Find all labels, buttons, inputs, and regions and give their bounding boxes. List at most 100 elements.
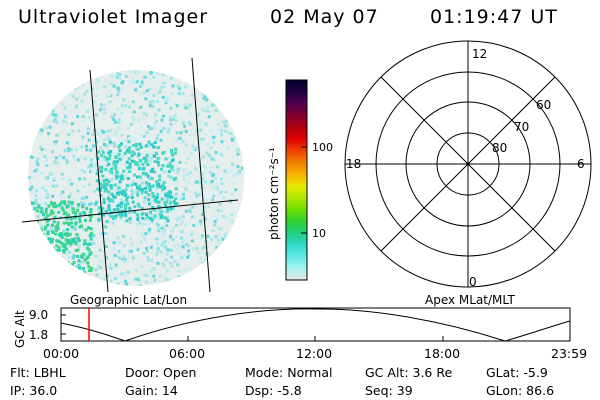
status-door: Door: Open xyxy=(125,365,197,380)
earth-speckle xyxy=(94,94,98,98)
earth-speckle xyxy=(227,241,231,245)
earth-speckle xyxy=(236,165,240,169)
earth-speckle xyxy=(151,167,155,171)
earth-speckle xyxy=(78,217,82,221)
earth-speckle xyxy=(80,168,84,172)
earth-speckle xyxy=(242,111,244,115)
earth-speckle xyxy=(134,142,138,146)
meridian-line-2 xyxy=(191,57,211,293)
earth-speckle xyxy=(226,177,230,181)
earth-speckle xyxy=(189,151,193,155)
earth-speckle xyxy=(179,197,183,201)
earth-speckle xyxy=(143,237,147,241)
earth-speckle xyxy=(180,281,184,285)
earth-speckle xyxy=(165,252,169,256)
earth-speckle xyxy=(74,222,78,226)
earth-speckle xyxy=(167,194,170,198)
earth-speckle xyxy=(220,182,224,186)
earth-speckle xyxy=(136,163,140,167)
earth-speckle xyxy=(169,201,173,205)
earth-speckle xyxy=(159,129,163,133)
earth-speckle xyxy=(118,209,122,213)
earth-speckle xyxy=(46,232,50,236)
earth-speckle xyxy=(42,213,45,217)
earth-speckle xyxy=(212,111,216,114)
earth-speckle xyxy=(118,241,122,245)
earth-speckle xyxy=(91,169,95,173)
earth-speckle xyxy=(44,148,48,152)
earth-speckle xyxy=(219,73,222,76)
earth-speckle xyxy=(70,122,74,126)
earth-speckle xyxy=(126,164,130,168)
earth-speckle xyxy=(242,218,244,222)
earth-speckle xyxy=(28,212,32,216)
earth-speckle xyxy=(154,187,158,191)
earth-speckle xyxy=(124,105,128,109)
earth-speckle xyxy=(55,228,58,232)
earth-speckle xyxy=(50,240,54,244)
earth-speckle xyxy=(199,219,203,223)
earth-speckle xyxy=(173,114,177,118)
earth-speckle xyxy=(124,74,128,78)
earth-speckle xyxy=(200,234,204,238)
earth-speckle xyxy=(105,178,109,182)
earth-speckle xyxy=(32,244,36,248)
earth-speckle xyxy=(111,178,115,182)
earth-speckle xyxy=(223,232,227,236)
earth-speckle xyxy=(179,131,183,135)
earth-speckle xyxy=(233,256,237,260)
earth-speckle xyxy=(62,248,65,252)
earth-speckle xyxy=(88,253,92,257)
earth-speckle xyxy=(178,136,182,140)
earth-speckle xyxy=(216,75,220,78)
earth-speckle xyxy=(229,70,232,74)
earth-speckle xyxy=(127,177,130,180)
earth-speckle xyxy=(164,157,168,161)
earth-speckle xyxy=(187,253,191,257)
earth-speckle xyxy=(72,154,76,158)
earth-speckle xyxy=(132,110,136,114)
earth-speckle xyxy=(37,261,41,265)
earth-speckle xyxy=(128,220,132,224)
earth-speckle xyxy=(51,249,55,253)
earth-speckle xyxy=(202,96,206,100)
earth-speckle xyxy=(157,91,161,95)
earth-speckle xyxy=(94,202,98,206)
earth-speckle xyxy=(45,91,49,95)
earth-speckle xyxy=(210,237,214,241)
earth-speckle xyxy=(86,131,90,135)
earth-speckle xyxy=(145,154,149,158)
earth-speckle xyxy=(219,190,223,194)
earth-speckle xyxy=(79,260,83,264)
earth-speckle xyxy=(124,188,128,192)
earth-speckle xyxy=(119,216,123,220)
earth-speckle xyxy=(144,222,148,226)
earth-speckle xyxy=(95,184,99,188)
lat-label-70: 70 xyxy=(514,120,529,134)
earth-speckle xyxy=(66,264,70,268)
earth-speckle xyxy=(136,193,140,197)
earth-speckle xyxy=(53,142,57,146)
earth-speckle xyxy=(214,207,218,211)
earth-speckle xyxy=(121,192,124,196)
earth-speckle xyxy=(74,78,78,82)
earth-speckle xyxy=(224,81,228,85)
earth-speckle xyxy=(88,269,92,272)
earth-speckle xyxy=(78,225,82,229)
earth-speckle xyxy=(30,74,34,78)
earth-speckle xyxy=(123,194,127,197)
earth-speckle xyxy=(83,270,87,274)
earth-speckle xyxy=(222,214,226,218)
earth-speckle xyxy=(57,233,61,237)
earth-speckle xyxy=(106,129,109,133)
earth-speckle xyxy=(87,265,91,269)
earth-speckle xyxy=(112,247,116,251)
earth-speckle xyxy=(71,211,75,215)
earth-speckle xyxy=(47,204,51,208)
earth-speckle xyxy=(95,172,99,176)
earth-speckle xyxy=(159,87,163,91)
earth-speckle xyxy=(142,235,146,239)
earth-speckle xyxy=(51,93,55,97)
earth-speckle xyxy=(39,234,43,237)
earth-speckle xyxy=(69,217,73,221)
